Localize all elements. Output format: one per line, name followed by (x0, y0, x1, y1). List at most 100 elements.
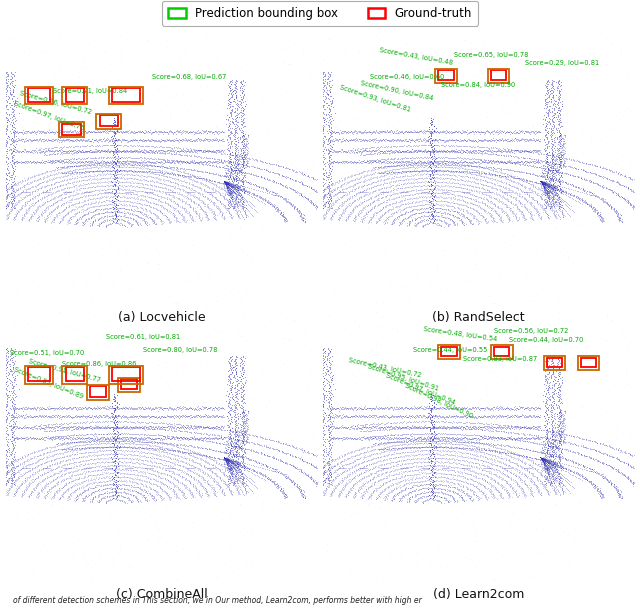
Point (236, 460, 246, 470)
Point (460, 311, 470, 321)
Point (126, 497, 136, 507)
Point (541, 112, 551, 122)
Point (212, 157, 223, 166)
Point (467, 185, 477, 195)
Point (380, 77, 390, 87)
Point (431, 435, 441, 445)
Point (234, 150, 244, 160)
Point (373, 90, 383, 100)
Point (466, 185, 476, 195)
Point (278, 438, 289, 448)
Point (182, 144, 192, 154)
Point (328, 485, 339, 495)
Point (531, 446, 541, 456)
Point (147, 154, 157, 164)
Point (104, 480, 114, 489)
Point (604, 400, 614, 410)
Point (74, 157, 84, 167)
Point (170, 460, 180, 470)
Point (376, 444, 386, 454)
Point (101, 160, 111, 169)
Point (113, 140, 123, 150)
Point (222, 465, 232, 475)
Point (351, 211, 361, 221)
Point (210, 430, 220, 440)
Point (516, 411, 527, 421)
Point (90, 190, 100, 200)
Point (512, 216, 522, 226)
Point (424, 484, 435, 494)
Point (83, 190, 93, 200)
Point (385, 475, 396, 485)
Point (481, 217, 492, 227)
Point (235, 331, 245, 341)
Point (219, 412, 229, 422)
Point (446, 443, 456, 453)
Point (0, 185, 8, 195)
Point (425, 192, 435, 201)
Point (142, 135, 152, 145)
Point (535, 453, 545, 462)
Point (320, 199, 330, 209)
Point (267, 187, 277, 196)
Point (545, 162, 555, 172)
Point (278, 210, 289, 220)
Point (241, 488, 251, 498)
Point (228, 86, 238, 96)
Point (540, 179, 550, 189)
Point (127, 403, 137, 413)
Point (295, 177, 305, 187)
Point (78, 134, 88, 144)
Point (179, 457, 189, 467)
Point (385, 438, 396, 448)
Point (535, 453, 545, 462)
Point (45, 204, 55, 214)
Point (0, 428, 6, 438)
Point (111, 169, 122, 179)
Point (46, 146, 56, 156)
Point (97, 456, 107, 466)
Point (0, 104, 6, 114)
Point (39, 172, 49, 182)
Point (160, 162, 170, 172)
Point (157, 484, 167, 494)
Point (237, 446, 248, 456)
Point (128, 177, 138, 187)
Point (359, 473, 369, 483)
Point (179, 146, 189, 156)
Point (346, 147, 356, 157)
Point (236, 443, 246, 453)
Point (234, 449, 244, 459)
Point (518, 410, 528, 420)
Point (390, 134, 400, 144)
Point (5, 114, 15, 123)
Point (109, 397, 120, 406)
Point (41, 166, 51, 176)
Point (469, 468, 479, 478)
Point (444, 438, 454, 448)
Point (196, 215, 206, 225)
Point (495, 171, 506, 181)
Point (381, 154, 392, 164)
Point (170, 457, 180, 467)
Point (516, 484, 527, 494)
Point (157, 485, 168, 495)
Point (417, 157, 427, 167)
Point (139, 476, 149, 486)
Point (376, 464, 387, 473)
Point (364, 426, 374, 435)
Point (442, 160, 452, 170)
Point (115, 200, 125, 209)
Point (488, 146, 499, 156)
Point (88, 569, 98, 578)
Point (128, 185, 138, 195)
Point (478, 488, 488, 497)
Point (465, 198, 476, 208)
Point (97, 160, 107, 169)
Point (467, 441, 477, 451)
Point (483, 454, 493, 464)
Point (383, 171, 394, 181)
Point (416, 136, 426, 146)
Point (233, 109, 243, 119)
Point (597, 457, 607, 467)
